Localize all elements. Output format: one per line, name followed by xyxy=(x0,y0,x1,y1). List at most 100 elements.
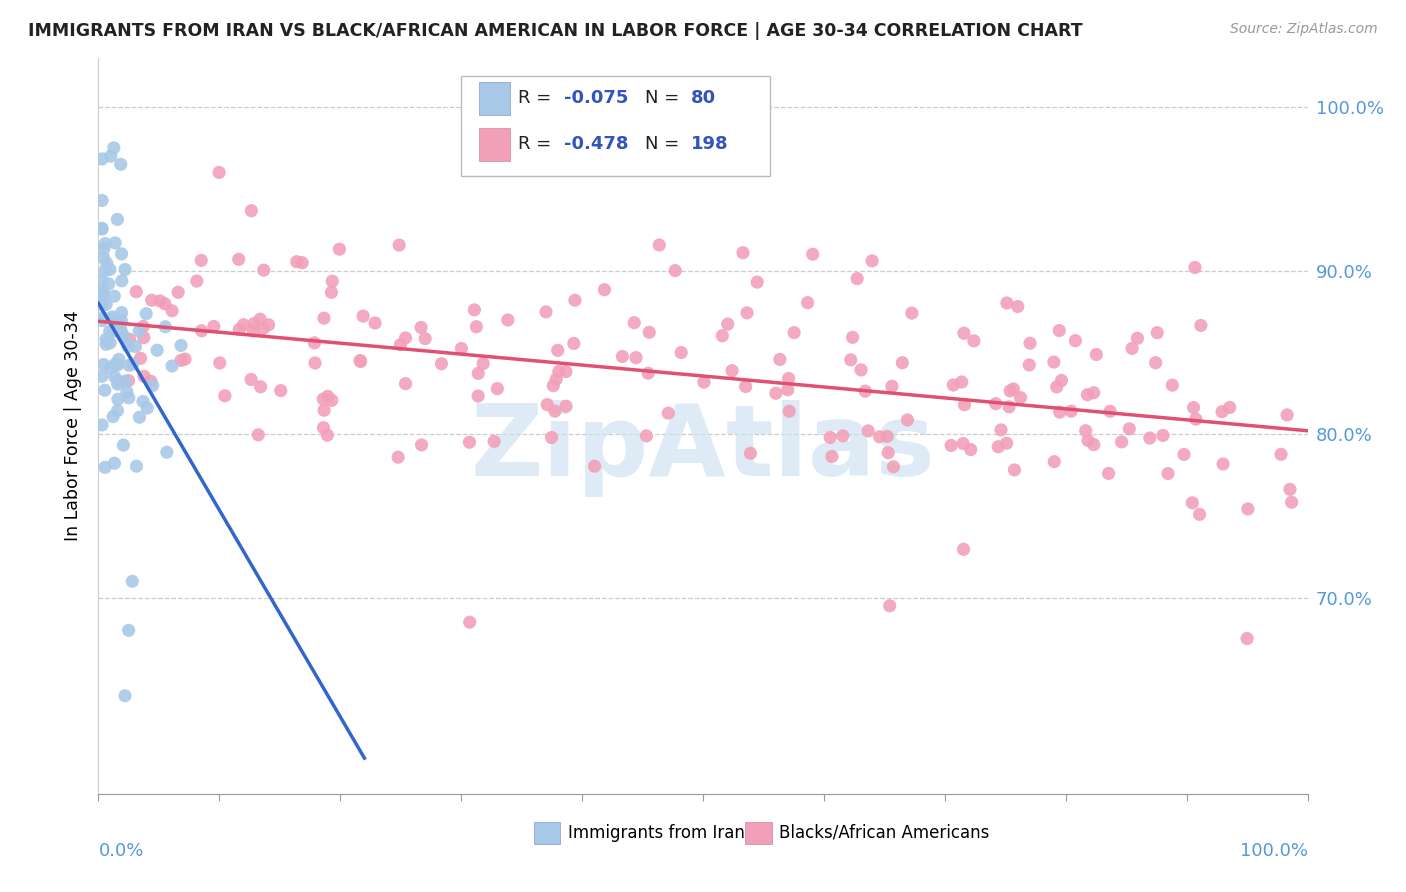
Point xyxy=(860,253,883,268)
Point xyxy=(1121,342,1143,356)
Point xyxy=(110,157,132,171)
Point xyxy=(128,410,150,425)
Point xyxy=(1275,408,1298,422)
Point xyxy=(316,389,339,403)
Point xyxy=(160,303,183,318)
Point xyxy=(314,403,336,417)
Point xyxy=(285,254,308,268)
Point xyxy=(394,376,416,391)
Point xyxy=(110,320,132,334)
Point xyxy=(114,689,136,703)
Point xyxy=(121,357,143,371)
Point xyxy=(1043,455,1066,469)
Point xyxy=(232,318,254,332)
Point xyxy=(103,456,125,470)
Point xyxy=(101,310,124,324)
Point xyxy=(128,324,150,338)
Point xyxy=(953,326,976,341)
Point xyxy=(228,252,250,267)
Point xyxy=(562,336,585,351)
Point xyxy=(882,459,904,474)
Point xyxy=(564,293,586,308)
Point xyxy=(717,317,740,331)
Point xyxy=(110,314,132,328)
Point xyxy=(1181,496,1204,510)
Point xyxy=(995,436,1018,450)
Point xyxy=(132,394,155,409)
Point xyxy=(389,337,412,351)
Point xyxy=(97,277,120,291)
Point xyxy=(253,263,276,277)
Point xyxy=(869,430,891,444)
Point xyxy=(117,339,139,353)
Point xyxy=(107,314,129,328)
Point xyxy=(636,429,658,443)
Point xyxy=(118,359,141,373)
Point xyxy=(638,326,661,340)
Point xyxy=(740,446,762,460)
Point xyxy=(693,375,716,389)
Point xyxy=(637,366,659,380)
Point xyxy=(1002,382,1025,396)
Point xyxy=(769,352,792,367)
Point xyxy=(202,319,225,334)
Point xyxy=(208,356,231,370)
Point xyxy=(146,343,169,358)
Point xyxy=(394,331,416,345)
Y-axis label: In Labor Force | Age 30-34: In Labor Force | Age 30-34 xyxy=(65,310,83,541)
Point xyxy=(111,306,134,320)
Point xyxy=(91,273,114,287)
Point xyxy=(612,350,634,364)
Point xyxy=(125,459,148,474)
Point xyxy=(995,296,1018,310)
Point xyxy=(853,384,876,398)
Point xyxy=(107,403,129,417)
Text: Source: ZipAtlas.com: Source: ZipAtlas.com xyxy=(1230,22,1378,37)
Point xyxy=(1085,347,1108,361)
Point xyxy=(110,247,132,261)
Point xyxy=(849,363,872,377)
Point xyxy=(91,221,114,235)
Point xyxy=(801,247,824,261)
Point xyxy=(103,141,125,155)
Point xyxy=(94,236,117,251)
Point xyxy=(624,351,647,365)
Point xyxy=(312,311,335,326)
Point xyxy=(103,289,125,303)
Point xyxy=(731,245,754,260)
FancyBboxPatch shape xyxy=(461,77,769,176)
Point xyxy=(1126,331,1149,345)
Point xyxy=(747,275,769,289)
Point xyxy=(208,165,231,179)
Point xyxy=(543,378,565,392)
Point xyxy=(132,319,155,334)
Point xyxy=(1237,502,1260,516)
Point xyxy=(1278,483,1301,497)
Point xyxy=(1064,334,1087,348)
Point xyxy=(846,271,869,285)
Point xyxy=(1173,447,1195,461)
Point xyxy=(952,542,974,557)
Point xyxy=(112,330,135,344)
Point xyxy=(671,345,693,359)
Point xyxy=(249,380,271,394)
Text: 80: 80 xyxy=(690,89,716,107)
Point xyxy=(242,324,264,338)
Point xyxy=(818,430,841,444)
Point xyxy=(664,263,686,277)
Point xyxy=(91,285,114,300)
Point xyxy=(465,319,488,334)
Point xyxy=(93,251,115,265)
Point xyxy=(896,413,918,427)
Point xyxy=(998,384,1021,398)
Text: 0.0%: 0.0% xyxy=(98,842,143,860)
Point xyxy=(1076,388,1098,402)
Point xyxy=(998,400,1021,414)
Point xyxy=(901,306,924,320)
Point xyxy=(105,212,128,227)
Point xyxy=(190,324,212,338)
Point xyxy=(243,317,266,331)
Point xyxy=(170,353,193,368)
Point xyxy=(149,293,172,308)
Point xyxy=(1211,405,1233,419)
